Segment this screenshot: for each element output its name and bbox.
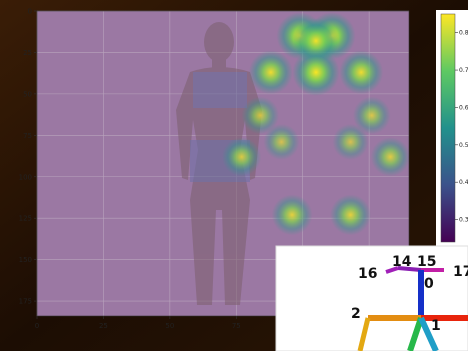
heatmap-hotspot: [339, 50, 384, 95]
plot-frame: [36, 10, 410, 317]
heatmap-hotspot: [292, 48, 340, 96]
skeleton-line: [407, 317, 424, 351]
colorbar-tick-label: 0.3: [459, 217, 468, 224]
colorbar-tick-label: 0.6: [459, 104, 468, 111]
keypoint-label: 15: [417, 254, 436, 270]
y-tick-label: 50: [23, 90, 32, 98]
heatmap-hotspot: [222, 137, 262, 177]
keypoint-label: 2: [351, 306, 361, 322]
x-tick-label: 50: [165, 322, 174, 330]
colorbar-tick-label: 0.5: [459, 142, 468, 149]
heatmap-hotspot: [241, 96, 279, 135]
y-tick-label: 0: [28, 8, 32, 16]
skeleton-line: [357, 317, 371, 351]
keypoint-label: 17: [453, 264, 468, 280]
x-tick-label: 75: [232, 322, 241, 330]
y-tick-label: 125: [19, 215, 32, 223]
heatmap-hotspot: [353, 96, 391, 135]
skeleton-line: [385, 266, 399, 274]
keypoint-panel: [275, 245, 468, 351]
x-tick-label: 0: [35, 322, 39, 330]
x-tick-label: 25: [99, 322, 108, 330]
keypoint-label: 14: [392, 254, 412, 270]
colorbar-tick-label: 0.4: [459, 179, 468, 186]
keypoint-label: 0: [424, 276, 434, 292]
colorbar-tick-label: 0.8: [459, 30, 468, 37]
heatmap-hotspot: [271, 194, 313, 236]
y-axis: 0 25 50 75 100 125 150 175: [19, 8, 37, 306]
y-tick-label: 175: [19, 298, 32, 306]
keypoint-label: 1: [431, 318, 441, 334]
heatmap-plot: 0 25 50 75 100 125 0 25 50 75 100 125 150 175: [19, 8, 410, 330]
keypoint-overlay: 14 15 16 17 0 2 1: [275, 245, 468, 351]
heatmap-hotspot: [248, 50, 293, 95]
y-tick-label: 150: [19, 256, 32, 264]
heatmap-hotspot: [263, 123, 300, 160]
skeleton-line: [418, 316, 439, 351]
heatmap-hotspot: [370, 137, 409, 177]
heatmap-hotspot: [330, 194, 371, 236]
y-tick-label: 100: [19, 173, 32, 181]
keypoint-label: 16: [358, 266, 377, 282]
colorbar-tick-label: 0.7: [459, 67, 468, 74]
heatmap-hotspot: [332, 123, 369, 160]
colorbar: 0.3 0.4 0.5 0.6 0.7 0.8: [436, 10, 468, 246]
y-tick-label: 25: [23, 49, 32, 57]
heatmap-hotspots: [222, 12, 409, 316]
colorbar-gradient: [440, 13, 456, 243]
colorbar-ticks: 0.3 0.4 0.5 0.6 0.7 0.8: [455, 30, 468, 224]
skeleton-line: [397, 266, 422, 272]
y-tick-label: 75: [23, 132, 32, 140]
